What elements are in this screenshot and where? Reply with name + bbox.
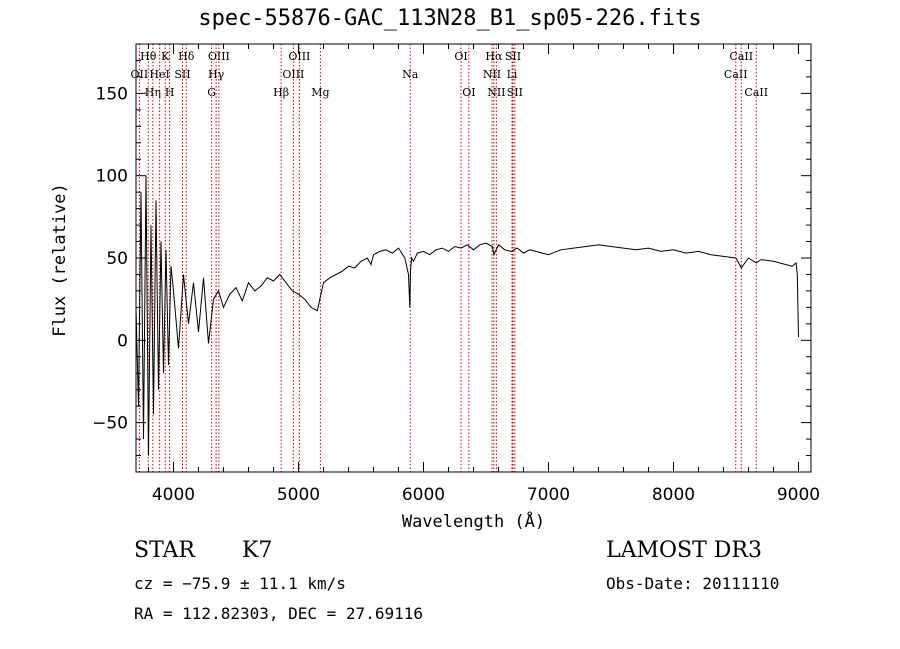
ra-dec-coordinates: RA = 112.82303, DEC = 27.69116 xyxy=(134,604,423,623)
line-label-15: Na xyxy=(402,68,419,81)
x-axis-ticks: 4000 5000 6000 7000 8000 9000 xyxy=(148,44,820,505)
line-label-21: SII xyxy=(505,50,521,63)
y-tick-label-4: 150 xyxy=(96,84,128,104)
line-label-26: CaII xyxy=(744,86,768,99)
emission-line-markers xyxy=(138,44,757,472)
line-label-11: Hβ xyxy=(273,86,289,99)
y-axis-ticks: −50 0 50 100 150 xyxy=(92,59,811,457)
line-label-8: G xyxy=(207,86,216,99)
line-label-3: K xyxy=(161,50,170,63)
y-axis-label: Flux (relative) xyxy=(50,183,70,337)
survey-name: LAMOST DR3 xyxy=(606,538,762,563)
x-tick-label-4: 8000 xyxy=(652,485,695,505)
line-label-5: HeI xyxy=(149,68,169,81)
line-label-23: SII xyxy=(507,86,523,99)
x-axis-label: Wavelength (Å) xyxy=(401,512,546,532)
line-label-19: Hα xyxy=(485,50,503,63)
line-label-9: OIII xyxy=(208,50,230,63)
line-label-14: Mg xyxy=(311,86,329,99)
chart-title: spec-55876-GAC_113N28_B1_sp05-226.fits xyxy=(198,6,702,31)
y-tick-label-2: 50 xyxy=(106,249,128,269)
x-tick-label-3: 7000 xyxy=(527,485,570,505)
line-label-0: OII xyxy=(131,68,149,81)
x-tick-label-2: 6000 xyxy=(402,485,445,505)
line-label-7: Hδ xyxy=(178,50,195,63)
line-label-13: OIII xyxy=(288,50,310,63)
y-tick-label-3: 100 xyxy=(96,167,128,187)
line-label-25: CaII xyxy=(729,50,753,63)
line-label-4: H xyxy=(165,86,175,99)
line-label-16: OI xyxy=(454,50,467,63)
line-label-24: CaII xyxy=(724,68,748,81)
emission-line-labels: OII Hθ Hη K H HeI SII Hδ G OIII Hγ Hβ OIII OIII Mg Na OI… xyxy=(131,50,769,99)
line-label-1: Hθ xyxy=(140,50,157,63)
line-label-6: SII xyxy=(174,68,190,81)
line-label-10: Hγ xyxy=(208,68,225,81)
y-tick-label-0: −50 xyxy=(92,414,128,434)
plot-frame xyxy=(135,43,812,473)
spectrum-layer xyxy=(135,175,799,456)
line-label-2: Hη xyxy=(145,86,161,99)
object-subclass: K7 xyxy=(242,538,273,563)
line-label-18: NII xyxy=(483,68,501,81)
x-tick-label-5: 9000 xyxy=(777,485,820,505)
spectrum-line xyxy=(135,175,799,456)
x-tick-label-0: 4000 xyxy=(152,485,195,505)
line-label-20: NII xyxy=(487,86,505,99)
observation-date: Obs-Date: 20111110 xyxy=(606,574,780,593)
x-tick-label-1: 5000 xyxy=(277,485,320,505)
y-tick-label-1: 0 xyxy=(117,331,128,351)
line-label-22: Li xyxy=(507,68,518,81)
line-label-12: OIII xyxy=(282,68,304,81)
object-class: STAR xyxy=(134,538,195,563)
redshift-cz: cz = −75.9 ± 11.1 km/s xyxy=(134,574,346,593)
line-label-17: OI xyxy=(462,86,475,99)
